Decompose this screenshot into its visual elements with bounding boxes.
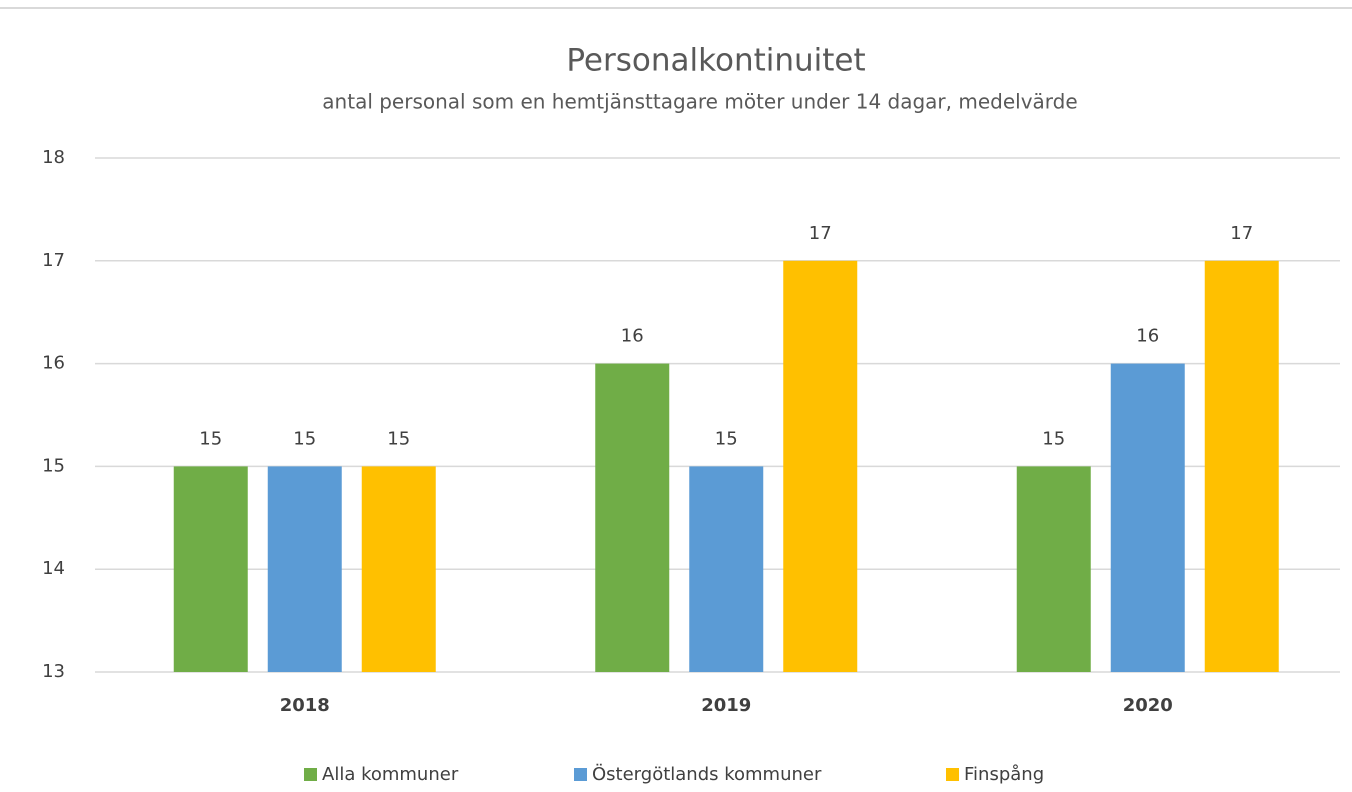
y-tick-label: 14 [42, 558, 65, 579]
bar [361, 466, 436, 672]
legend-label: Östergötlands kommuner [592, 763, 822, 785]
y-tick-label: 18 [42, 147, 65, 168]
legend-swatch [946, 768, 959, 781]
bar [267, 466, 342, 672]
chart-subtitle: antal personal som en hemtjänsttagare mö… [322, 90, 1077, 114]
bar [1204, 260, 1279, 672]
data-label: 15 [199, 428, 222, 449]
data-label: 17 [1230, 223, 1253, 244]
x-tick-label: 2018 [280, 695, 330, 716]
legend-label: Finspång [964, 764, 1044, 785]
y-tick-label: 13 [42, 661, 65, 682]
legend-label: Alla kommuner [322, 764, 459, 785]
bar [1110, 363, 1185, 672]
legend-swatch [304, 768, 317, 781]
y-tick-label: 17 [42, 250, 65, 271]
data-label: 15 [1042, 428, 1065, 449]
x-tick-label: 2020 [1123, 695, 1173, 716]
y-tick-label: 15 [42, 455, 65, 476]
bar [689, 466, 764, 672]
data-label: 17 [809, 223, 832, 244]
chart-title: Personalkontinuitet [566, 43, 865, 79]
data-label: 15 [293, 428, 316, 449]
data-label: 15 [387, 428, 410, 449]
legend-swatch [574, 768, 587, 781]
bar [595, 363, 670, 672]
bar [783, 260, 858, 672]
bar [173, 466, 248, 672]
data-label: 16 [621, 326, 644, 347]
x-tick-label: 2019 [701, 695, 751, 716]
y-tick-label: 16 [42, 353, 65, 374]
bar [1016, 466, 1091, 672]
data-label: 15 [715, 428, 738, 449]
data-label: 16 [1136, 326, 1159, 347]
